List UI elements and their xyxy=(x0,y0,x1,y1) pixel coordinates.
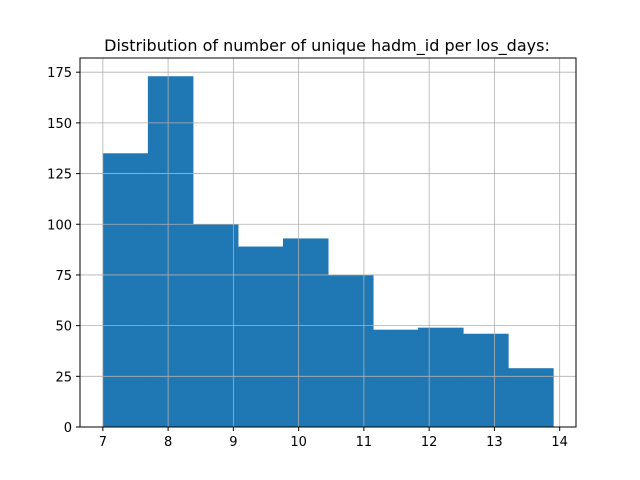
x-tick-label-3: 10 xyxy=(290,435,307,450)
y-tick-label-4: 100 xyxy=(47,218,72,233)
y-tick-label-7: 175 xyxy=(47,66,72,81)
y-tick-label-2: 50 xyxy=(55,320,72,335)
y-tick-label-6: 150 xyxy=(47,117,72,132)
axes xyxy=(79,57,577,428)
y-tick-label-5: 125 xyxy=(47,168,72,183)
y-tick-label-3: 75 xyxy=(55,269,72,284)
histogram-bar-7 xyxy=(418,327,464,427)
x-tick-label-0: 7 xyxy=(99,435,107,450)
histogram-bar-1 xyxy=(147,76,194,427)
y-axis-ticks: 0 25 50 75 100 125 150 175 xyxy=(47,66,80,436)
histogram-bar-0 xyxy=(102,153,149,428)
x-tick-label-1: 8 xyxy=(164,435,172,450)
x-tick-label-6: 13 xyxy=(486,435,503,450)
histogram-bar-4 xyxy=(282,238,329,427)
chart-title: Distribution of number of unique hadm_id… xyxy=(104,36,550,56)
histogram-bars xyxy=(102,76,554,428)
x-tick-label-2: 9 xyxy=(229,435,237,450)
x-tick-label-5: 12 xyxy=(421,435,438,450)
histogram-bar-8 xyxy=(463,333,509,427)
histogram-bar-5 xyxy=(328,274,374,427)
histogram-bar-3 xyxy=(237,246,284,427)
x-tick-label-7: 14 xyxy=(551,435,568,450)
histogram-bar-9 xyxy=(508,368,554,427)
y-tick-label-0: 0 xyxy=(64,421,72,436)
y-tick-label-1: 25 xyxy=(55,370,72,385)
plot-frame xyxy=(79,57,577,428)
x-axis-ticks: 7 8 9 10 11 12 13 14 xyxy=(99,427,568,450)
x-tick-label-4: 11 xyxy=(356,435,373,450)
histogram-bar-6 xyxy=(373,329,419,427)
